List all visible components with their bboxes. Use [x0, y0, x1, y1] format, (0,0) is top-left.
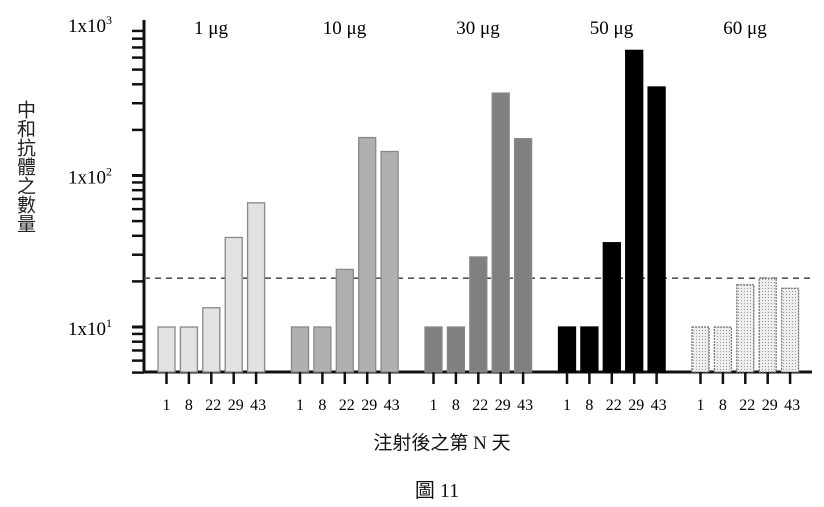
x-tick-label: 1: [296, 397, 304, 414]
x-tick-label: 29: [628, 397, 644, 414]
x-tick-label: 43: [784, 397, 800, 414]
x-tick-label: 29: [228, 397, 244, 414]
bar: [424, 326, 443, 373]
group-label: 60 μg: [723, 18, 767, 39]
group-label: 10 μg: [323, 18, 367, 39]
bar: [513, 138, 533, 373]
x-tick-label: 29: [495, 397, 511, 414]
figure-caption: 圖 11: [414, 480, 460, 502]
bar: [647, 86, 666, 373]
bar: [625, 49, 644, 373]
x-tick-label: 22: [739, 397, 755, 414]
bar: [224, 236, 243, 373]
group-label: 1 μg: [194, 18, 228, 39]
x-tick-label: 29: [361, 397, 377, 414]
bar: [758, 277, 777, 373]
bar: [246, 202, 266, 373]
bar: [179, 326, 199, 373]
group-label: 50 μg: [590, 18, 634, 39]
x-tick-label: 1: [163, 397, 171, 414]
bar: [491, 92, 510, 373]
x-tick-label: 22: [472, 397, 488, 414]
x-tick-label: 22: [339, 397, 355, 414]
bar: [157, 326, 176, 373]
bar: [580, 326, 599, 373]
x-tick-label: 43: [651, 397, 667, 414]
x-tick-label: 43: [250, 397, 266, 414]
x-tick-label: 43: [517, 397, 533, 414]
bar: [736, 284, 755, 373]
x-tick-label: 8: [719, 397, 727, 414]
bar: [691, 326, 710, 373]
y-tick-label: 1x103: [68, 13, 112, 37]
bar: [335, 268, 354, 373]
x-tick-label: 8: [185, 397, 193, 414]
x-tick-label: 8: [585, 397, 593, 414]
x-tick-label: 22: [606, 397, 622, 414]
x-tick-label: 8: [318, 397, 326, 414]
x-tick-label: 29: [762, 397, 778, 414]
y-axis-label: 中和抗體之數量: [14, 100, 36, 233]
bar: [713, 326, 733, 373]
y-tick-label: 1x101: [68, 316, 112, 340]
x-tick-label: 1: [697, 397, 705, 414]
y-tick-label: 1x102: [68, 165, 112, 189]
x-tick-label: 1: [563, 397, 571, 414]
bar: [380, 150, 399, 373]
bar: [557, 326, 577, 373]
x-tick-label: 8: [452, 397, 460, 414]
bar: [202, 307, 221, 373]
x-tick-label: 1: [430, 397, 438, 414]
x-tick-label: 22: [205, 397, 221, 414]
bar: [358, 136, 377, 373]
x-axis-label: 注射後之第 N 天: [373, 433, 511, 454]
bar: [602, 242, 621, 373]
bar: [469, 256, 488, 373]
bar: [313, 326, 332, 373]
bar: [290, 326, 310, 373]
x-tick-label: 43: [384, 397, 400, 414]
group-label: 30 μg: [456, 18, 500, 39]
bar: [446, 326, 466, 373]
bar: [780, 287, 800, 373]
